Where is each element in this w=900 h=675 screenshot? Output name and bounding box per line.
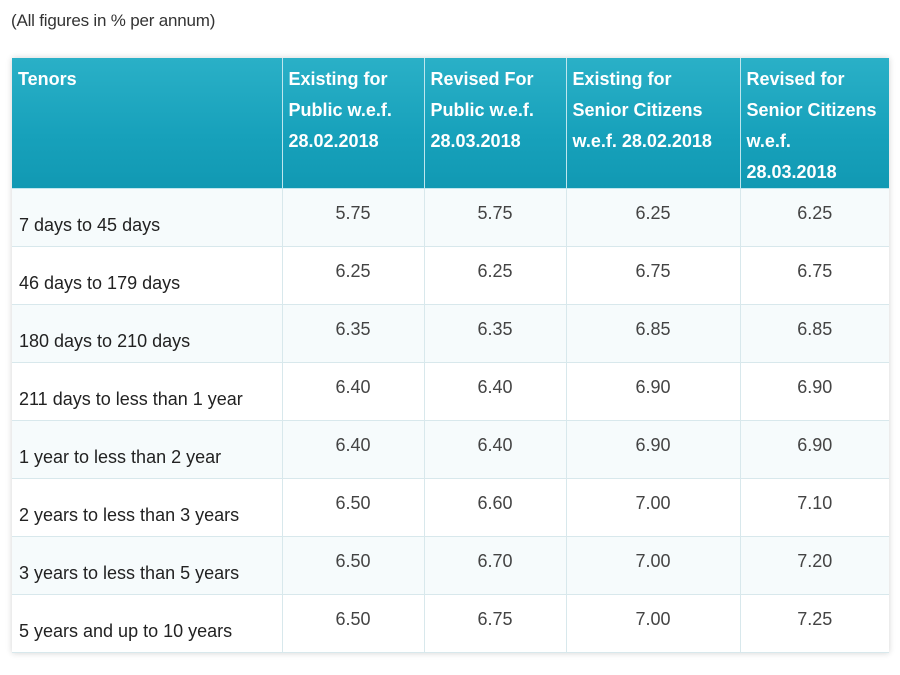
table-row: 5 years and up to 10 years 6.50 6.75 7.0… <box>12 594 889 653</box>
revised-public-cell: 6.35 <box>424 304 567 363</box>
revised-public-cell: 6.40 <box>424 362 567 421</box>
revised-senior-cell: 7.20 <box>740 536 889 595</box>
tenor-cell: 2 years to less than 3 years <box>12 478 283 537</box>
existing-public-cell: 6.50 <box>282 594 425 653</box>
revised-senior-cell: 6.90 <box>740 362 889 421</box>
existing-senior-cell: 7.00 <box>566 536 741 595</box>
table-row: 7 days to 45 days 5.75 5.75 6.25 6.25 <box>12 188 889 247</box>
existing-public-cell: 6.50 <box>282 536 425 595</box>
revised-senior-cell: 7.10 <box>740 478 889 537</box>
tenor-cell: 7 days to 45 days <box>12 188 283 247</box>
existing-public-cell: 6.40 <box>282 362 425 421</box>
tenor-cell: 5 years and up to 10 years <box>12 594 283 653</box>
existing-senior-cell: 6.75 <box>566 246 741 305</box>
interest-rate-table: Tenors Existing for Public w.e.f. 28.02.… <box>12 58 889 653</box>
tenor-cell: 46 days to 179 days <box>12 246 283 305</box>
revised-public-cell: 6.75 <box>424 594 567 653</box>
existing-public-cell: 5.75 <box>282 188 425 247</box>
header-row: Tenors Existing for Public w.e.f. 28.02.… <box>12 58 889 189</box>
table-row: 46 days to 179 days 6.25 6.25 6.75 6.75 <box>12 246 889 305</box>
header-revised-senior: Revised for Senior Citizens w.e.f. 28.03… <box>740 58 889 189</box>
existing-senior-cell: 7.00 <box>566 478 741 537</box>
table-row: 3 years to less than 5 years 6.50 6.70 7… <box>12 536 889 595</box>
existing-public-cell: 6.35 <box>282 304 425 363</box>
table-header: Tenors Existing for Public w.e.f. 28.02.… <box>12 58 889 189</box>
existing-senior-cell: 6.90 <box>566 420 741 479</box>
tenor-cell: 180 days to 210 days <box>12 304 283 363</box>
revised-public-cell: 6.40 <box>424 420 567 479</box>
revised-senior-cell: 6.75 <box>740 246 889 305</box>
table-row: 2 years to less than 3 years 6.50 6.60 7… <box>12 478 889 537</box>
tenor-cell: 3 years to less than 5 years <box>12 536 283 595</box>
revised-public-cell: 6.60 <box>424 478 567 537</box>
header-existing-public: Existing for Public w.e.f. 28.02.2018 <box>282 58 425 189</box>
table-row: 180 days to 210 days 6.35 6.35 6.85 6.85 <box>12 304 889 363</box>
existing-senior-cell: 7.00 <box>566 594 741 653</box>
existing-public-cell: 6.25 <box>282 246 425 305</box>
header-tenors: Tenors <box>12 58 283 189</box>
table-row: 1 year to less than 2 year 6.40 6.40 6.9… <box>12 420 889 479</box>
existing-senior-cell: 6.85 <box>566 304 741 363</box>
revised-public-cell: 6.25 <box>424 246 567 305</box>
revised-senior-cell: 6.85 <box>740 304 889 363</box>
revised-public-cell: 6.70 <box>424 536 567 595</box>
tenor-cell: 211 days to less than 1 year <box>12 362 283 421</box>
header-existing-senior: Existing for Senior Citizens w.e.f. 28.0… <box>566 58 741 189</box>
existing-senior-cell: 6.90 <box>566 362 741 421</box>
table-row: 211 days to less than 1 year 6.40 6.40 6… <box>12 362 889 421</box>
revised-senior-cell: 7.25 <box>740 594 889 653</box>
tenor-cell: 1 year to less than 2 year <box>12 420 283 479</box>
existing-public-cell: 6.50 <box>282 478 425 537</box>
revised-senior-cell: 6.90 <box>740 420 889 479</box>
revised-public-cell: 5.75 <box>424 188 567 247</box>
revised-senior-cell: 6.25 <box>740 188 889 247</box>
units-note: (All figures in % per annum) <box>11 11 216 30</box>
table-body: 7 days to 45 days 5.75 5.75 6.25 6.25 46… <box>12 188 889 653</box>
existing-senior-cell: 6.25 <box>566 188 741 247</box>
existing-public-cell: 6.40 <box>282 420 425 479</box>
header-revised-public: Revised For Public w.e.f. 28.03.2018 <box>424 58 567 189</box>
